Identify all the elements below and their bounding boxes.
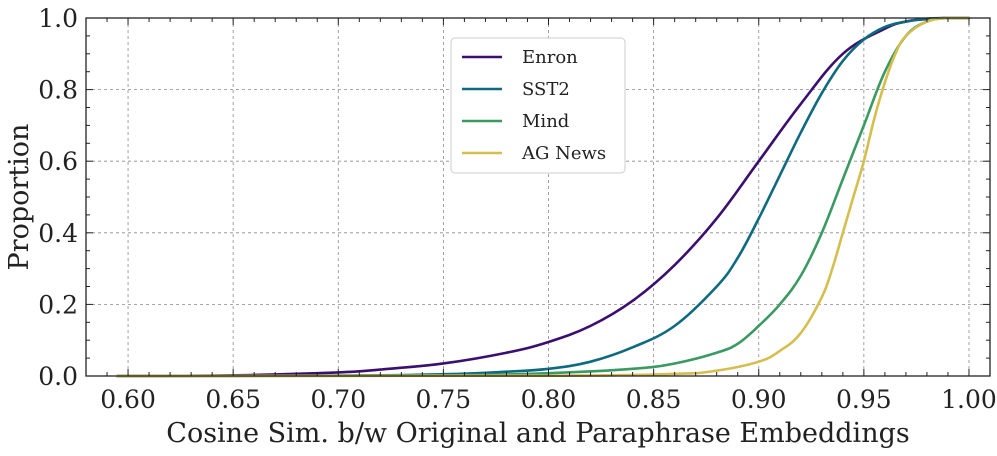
series-line-ag-news xyxy=(116,16,971,378)
y-tick-label: 0.6 xyxy=(38,147,78,176)
series-lines xyxy=(116,16,971,378)
legend-label: Enron xyxy=(522,47,578,68)
x-tick-label: 0.65 xyxy=(205,385,261,414)
x-tick-label: 1.00 xyxy=(941,385,997,414)
x-tick-label: 0.75 xyxy=(416,385,472,414)
y-tick-label: 0.8 xyxy=(38,76,78,105)
x-axis-title: Cosine Sim. b/w Original and Paraphrase … xyxy=(166,418,909,449)
x-tick-label: 0.60 xyxy=(100,385,156,414)
y-tick-labels: 0.0 0.2 0.4 0.6 0.8 1.0 xyxy=(38,4,78,391)
axis-ticks xyxy=(86,17,990,377)
y-tick-label: 0.0 xyxy=(38,362,78,391)
x-tick-label: 0.95 xyxy=(836,385,892,414)
y-tick-label: 0.2 xyxy=(38,290,78,319)
x-tick-labels: 0.60 0.65 0.70 0.75 0.80 0.85 0.90 0.95 1.00 xyxy=(100,385,997,414)
x-tick-label: 0.70 xyxy=(310,385,366,414)
x-tick-label: 0.90 xyxy=(731,385,787,414)
x-tick-label: 0.85 xyxy=(626,385,682,414)
legend-label: AG News xyxy=(521,143,606,164)
legend-label: Mind xyxy=(522,111,569,132)
legend-box xyxy=(450,37,626,174)
x-tick-label: 0.80 xyxy=(521,385,577,414)
y-tick-label: 0.4 xyxy=(38,219,78,248)
y-tick-label: 1.0 xyxy=(38,4,78,33)
y-axis-title: Proportion xyxy=(4,124,35,271)
legend: Enron SST2 Mind AG News xyxy=(450,37,626,174)
series-line-sst2 xyxy=(116,16,971,378)
legend-label: SST2 xyxy=(522,79,570,100)
